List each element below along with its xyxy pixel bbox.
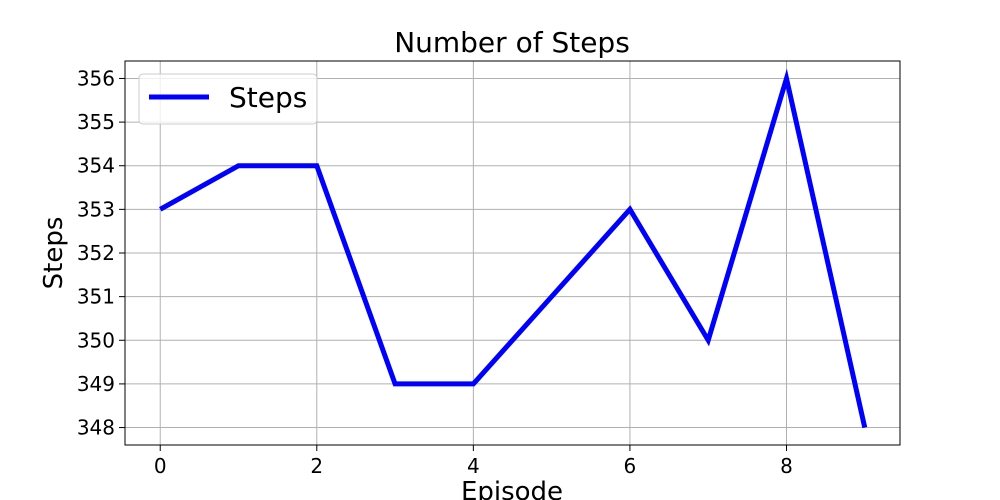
- chart-title: Number of Steps: [394, 26, 630, 59]
- y-tick-label: 351: [77, 285, 115, 309]
- y-tick-label: 355: [77, 110, 115, 134]
- x-tick-label: 6: [624, 454, 637, 478]
- y-tick-label: 356: [77, 66, 115, 90]
- y-tick-label: 353: [77, 197, 115, 221]
- legend-box: [138, 73, 318, 125]
- series-layer: [159, 68, 868, 429]
- y-tick-label: 350: [77, 328, 115, 352]
- y-axis-label: Steps: [39, 217, 69, 290]
- y-tick-label: 348: [77, 416, 115, 440]
- legend: Steps: [138, 73, 318, 125]
- y-tick-label: 349: [77, 372, 115, 396]
- x-tick-label: 2: [310, 454, 323, 478]
- y-tick-label: 352: [77, 241, 115, 265]
- legend-label-steps: Steps: [229, 81, 307, 114]
- y-tick-label: 354: [77, 154, 115, 178]
- x-tick-label: 4: [467, 454, 480, 478]
- x-tick-label: 8: [780, 454, 793, 478]
- x-axis-label: Episode: [461, 477, 563, 500]
- ticks: 0 2 4 6 8 348 349 350 351 352 353 354 355 356: [77, 66, 793, 478]
- x-tick-label: 0: [154, 454, 167, 478]
- series-line-steps: [159, 68, 868, 429]
